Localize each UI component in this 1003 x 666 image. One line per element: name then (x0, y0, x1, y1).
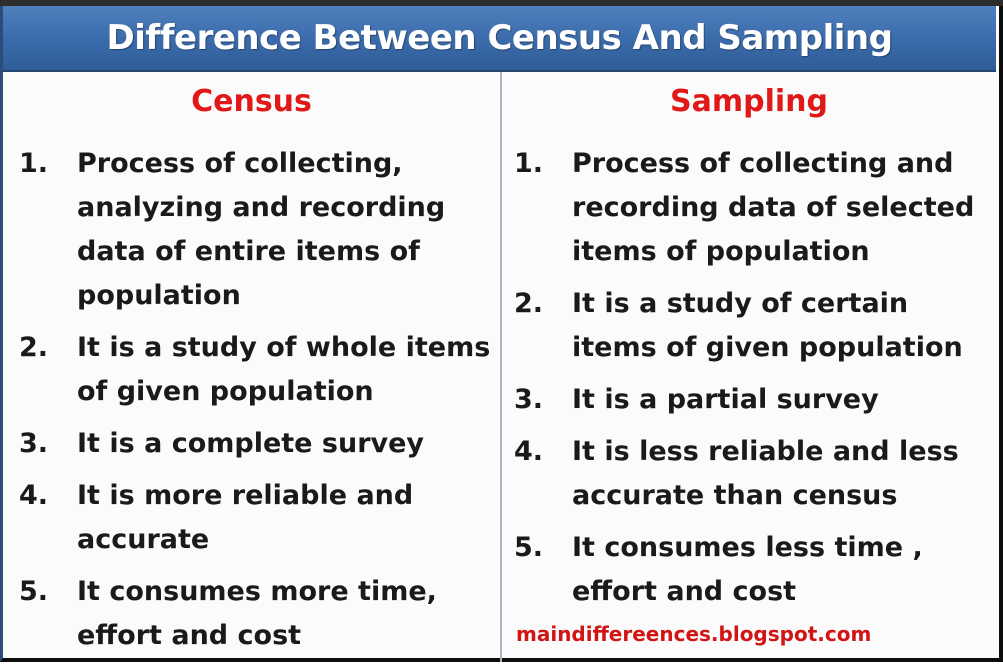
item-number: 1. (514, 148, 544, 179)
item-number: 2. (19, 332, 49, 363)
list-item: 1. Process of collecting and recording dat… (502, 142, 996, 274)
item-line: It is less reliable and less (572, 436, 959, 467)
item-line: It consumes less time , (572, 532, 923, 563)
item-number: 4. (19, 480, 49, 511)
item-line: Process of collecting, (77, 148, 403, 179)
sampling-heading: Sampling (670, 84, 828, 119)
list-item: 3. It is a partial survey (502, 378, 996, 422)
item-line: items of population (572, 236, 870, 267)
page-title: Difference Between Census And Sampling (106, 18, 893, 58)
item-number: 5. (19, 576, 49, 607)
census-heading: Census (191, 84, 312, 119)
item-line: It is a study of certain (572, 288, 909, 319)
census-list: 1. Process of collecting, analyzing and re… (3, 142, 500, 666)
item-line: effort and cost (572, 576, 797, 607)
item-line: It is a study of whole items (77, 332, 491, 363)
list-item: 4. It is more reliable and accurate (3, 474, 500, 562)
item-text: It is less reliable and less accurate tha… (572, 430, 996, 518)
item-line: accurate than census (572, 480, 898, 511)
top-strip (0, 0, 1003, 6)
item-line: data of entire items of (77, 236, 420, 267)
item-line: Process of collecting and (572, 148, 954, 179)
item-text: It consumes more time, effort and cost (77, 570, 500, 658)
sampling-list: 1. Process of collecting and recording dat… (502, 142, 996, 622)
item-text: It is a study of certain items of given p… (572, 282, 996, 370)
list-item: 3. It is a complete survey (3, 422, 500, 466)
item-line: population (77, 280, 241, 311)
list-item: 1. Process of collecting, analyzing and re… (3, 142, 500, 318)
list-item: 5. It consumes more time, effort and cost (3, 570, 500, 658)
item-text: Process of collecting and recording data … (572, 142, 996, 274)
list-item: 2. It is a study of whole items of given p… (3, 326, 500, 414)
item-line: effort and cost (77, 620, 302, 651)
list-item: 5. It consumes less time , effort and cost (502, 526, 996, 614)
title-bar: Difference Between Census And Sampling (3, 6, 996, 72)
item-line: analyzing and recording (77, 192, 446, 223)
list-item: 2. It is a study of certain items of given… (502, 282, 996, 370)
item-line: It is a complete survey (77, 428, 425, 459)
item-text: It is a complete survey (77, 422, 500, 466)
item-text: Process of collecting, analyzing and reco… (77, 142, 500, 318)
item-line: It consumes more time, (77, 576, 437, 607)
item-number: 5. (514, 532, 544, 563)
item-line: It is more reliable and (77, 480, 414, 511)
column-divider (500, 72, 502, 662)
item-text: It is a partial survey (572, 378, 996, 422)
item-number: 3. (514, 384, 544, 415)
item-number: 4. (514, 436, 544, 467)
item-line: recording data of selected (572, 192, 975, 223)
item-line: of given population (77, 376, 374, 407)
item-text: It is a study of whole items of given pop… (77, 326, 500, 414)
item-number: 1. (19, 148, 49, 179)
item-text: It consumes less time , effort and cost (572, 526, 996, 614)
list-item: 4. It is less reliable and less accurate t… (502, 430, 996, 518)
item-text: It is more reliable and accurate (77, 474, 500, 562)
item-line: accurate (77, 524, 210, 555)
item-line: items of given population (572, 332, 963, 363)
item-number: 2. (514, 288, 544, 319)
item-number: 3. (19, 428, 49, 459)
item-line: It is a partial survey (572, 384, 879, 415)
source-credit: maindiffereences.blogspot.com (516, 622, 872, 646)
